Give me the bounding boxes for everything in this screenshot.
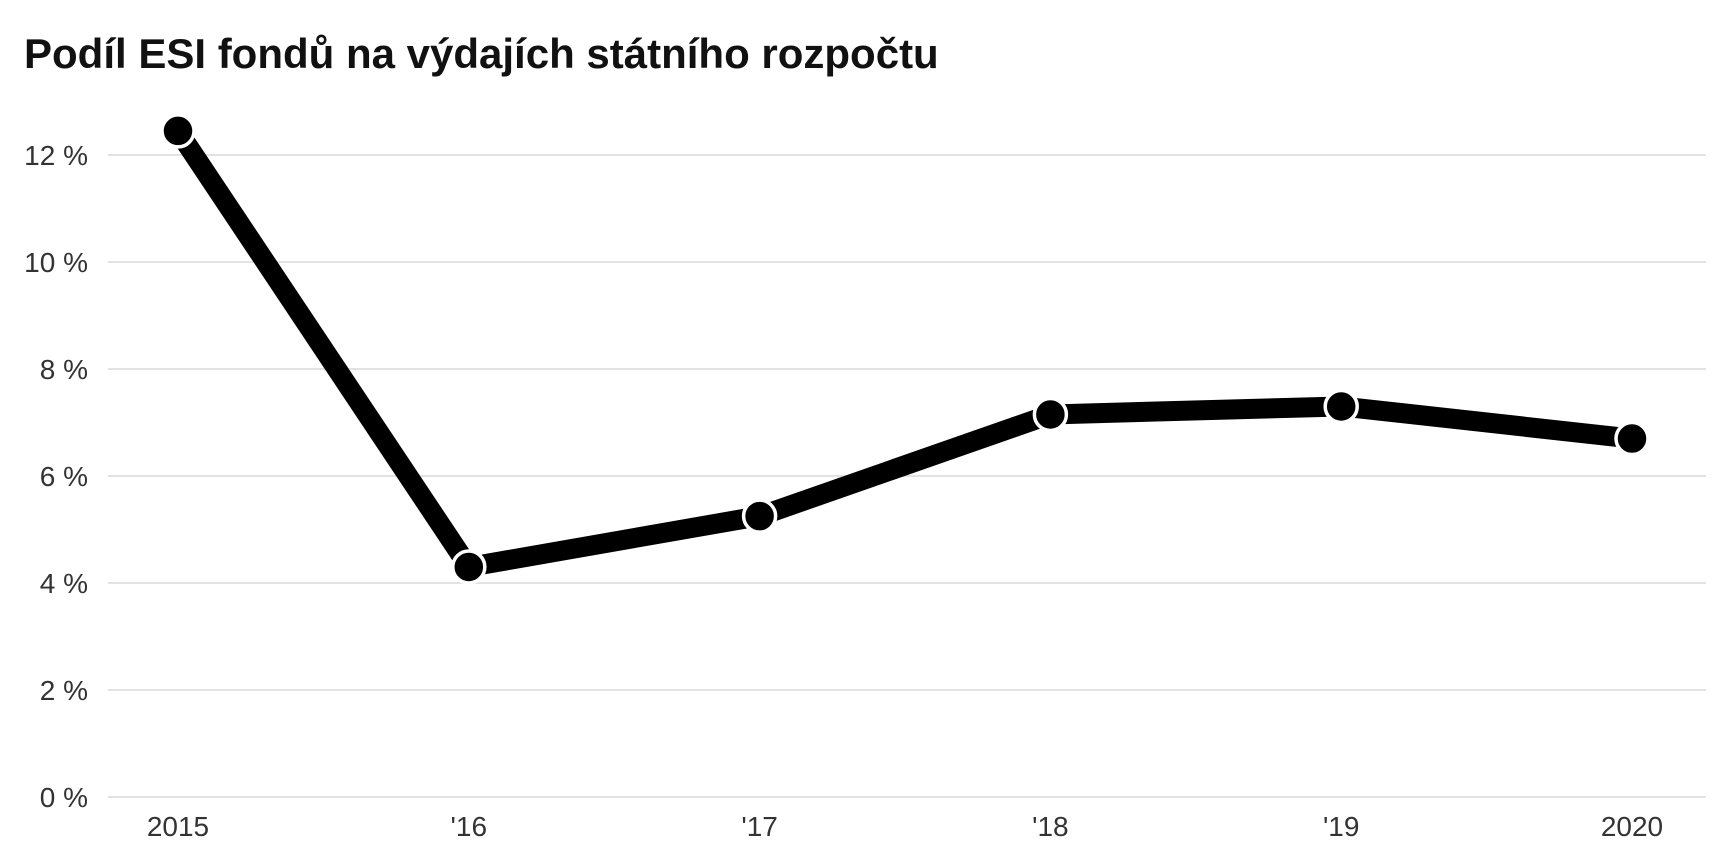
chart-title: Podíl ESI fondů na výdajích státního roz… [24,30,939,77]
y-tick-label: 4 % [40,568,88,599]
x-tick-label: 2020 [1601,811,1663,842]
x-axis-tick-labels: 2015 '16 '17 '18 '19 2020 [147,811,1663,842]
x-tick-label: 2015 [147,811,209,842]
x-tick-label: '17 [741,811,778,842]
grid-lines [108,154,1706,798]
series-line [169,125,1634,577]
x-tick-label: '19 [1323,811,1360,842]
y-tick-label: 0 % [40,782,88,813]
y-tick-label: 8 % [40,354,88,385]
data-point-2 [741,498,778,534]
y-axis-tick-labels: 0 % 2 % 4 % 6 % 8 % 10 % 12 % [24,140,88,813]
y-tick-label: 12 % [24,140,88,171]
y-tick-label: 2 % [40,675,88,706]
x-tick-label: '16 [451,811,488,842]
data-point-0 [160,113,196,149]
data-point-4 [1323,388,1359,425]
data-point-1 [451,549,487,585]
data-points [160,113,1650,585]
data-point-5 [1614,420,1650,457]
x-tick-label: '18 [1032,811,1069,842]
series-line-layer [169,125,1634,577]
data-point-3 [1032,396,1069,433]
y-tick-label: 6 % [40,461,88,492]
y-tick-label: 10 % [24,247,88,278]
